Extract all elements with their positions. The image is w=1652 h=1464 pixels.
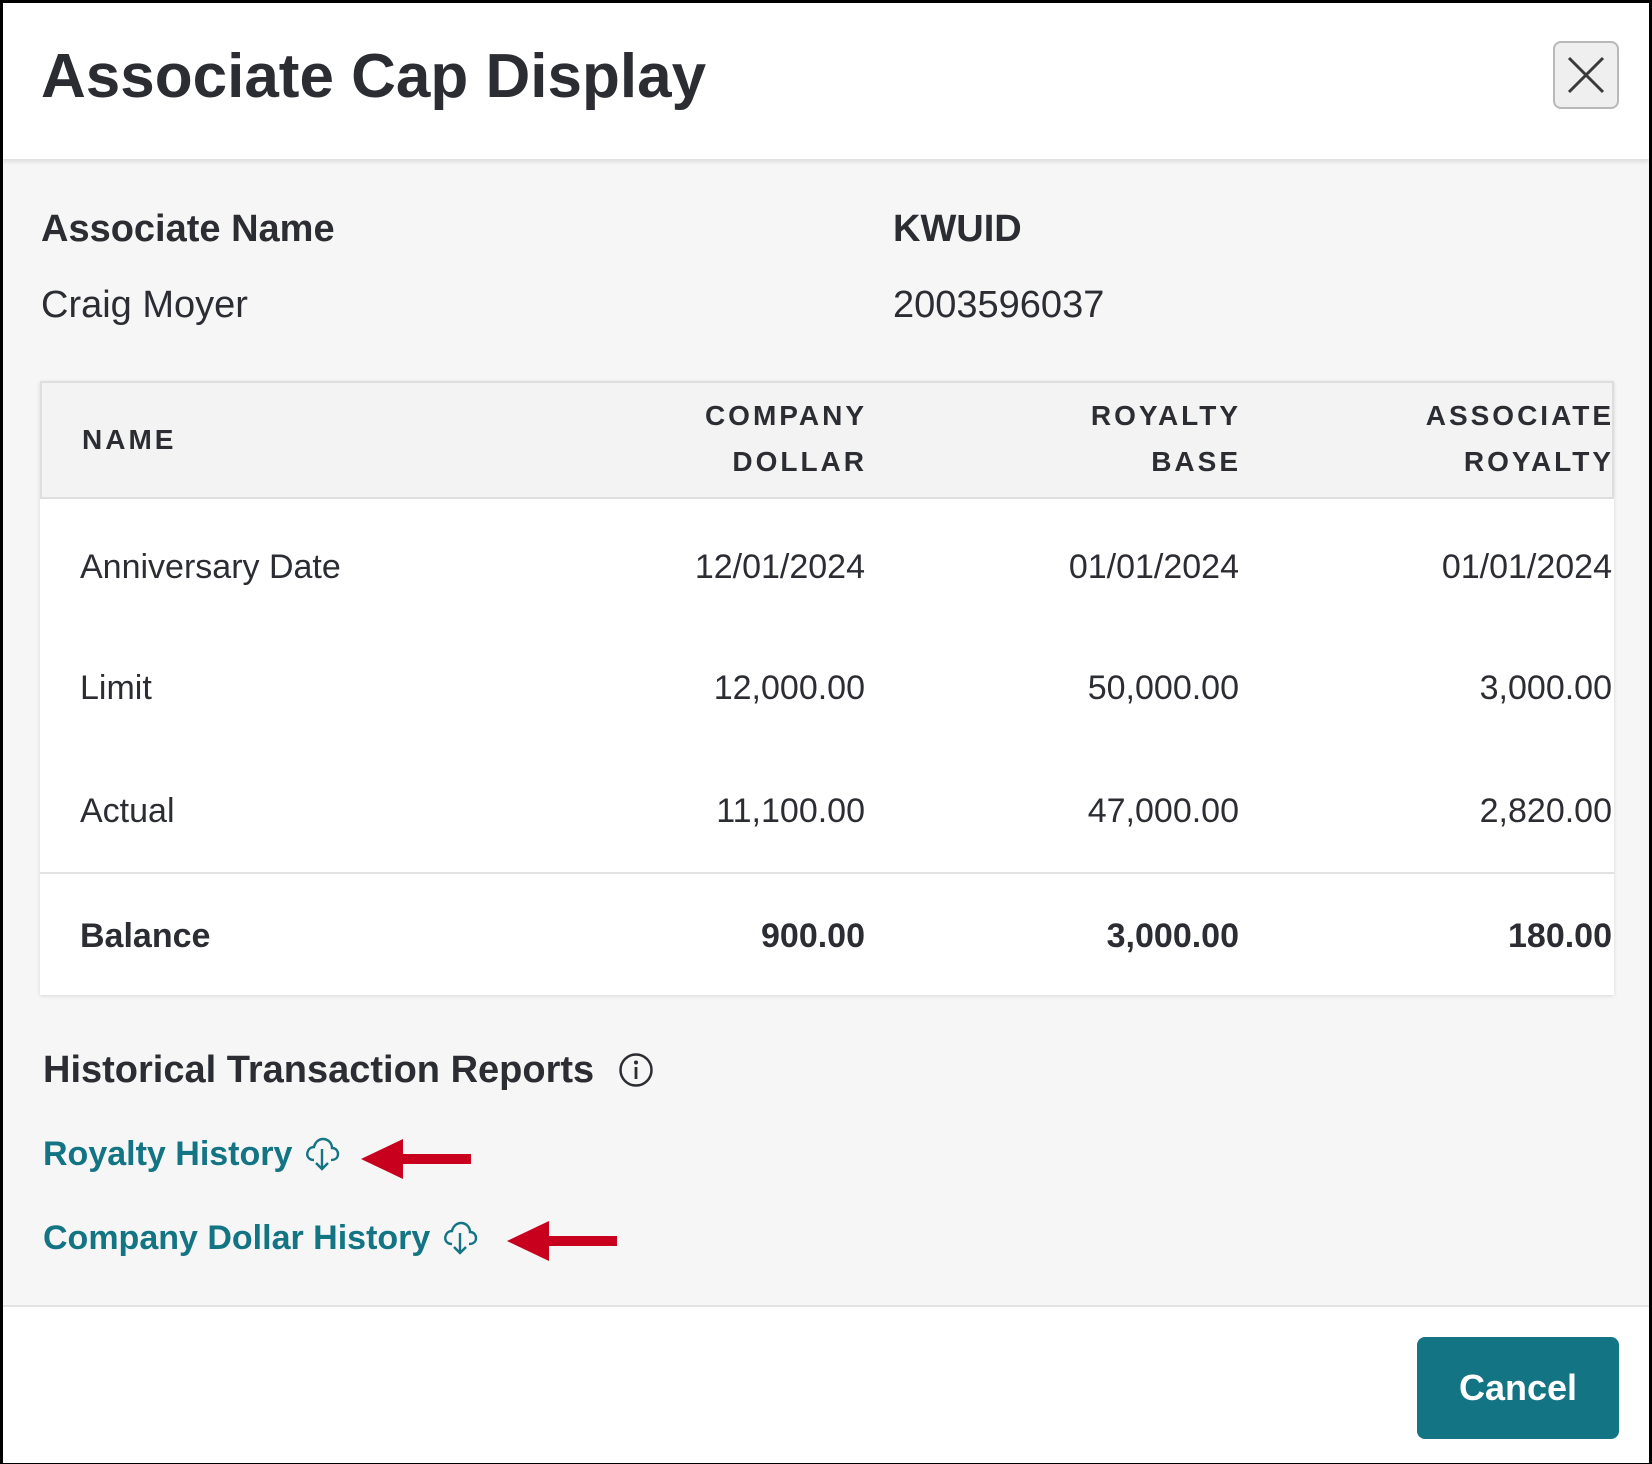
associate-name-label: Associate Name (41, 208, 335, 250)
cap-table: NAME COMPANY DOLLAR ROYALTY BASE ASSOCIA… (40, 381, 1614, 995)
cloud-download-icon (306, 1137, 340, 1171)
balance-company-dollar: 900.00 (761, 917, 865, 955)
cloud-download-icon (444, 1221, 478, 1255)
dialog-title: Associate Cap Display (41, 42, 707, 111)
close-icon (1567, 56, 1605, 94)
dialog-footer: Cancel (3, 1305, 1649, 1463)
table-cell: 47,000.00 (1087, 792, 1239, 830)
header-associate-royalty: ASSOCIATE ROYALTY (1425, 400, 1614, 477)
header-company-dollar: COMPANY DOLLAR (704, 400, 867, 477)
table-divider (40, 872, 1614, 874)
cancel-button[interactable]: Cancel (1417, 1337, 1619, 1439)
table-cell: 01/01/2024 (1068, 548, 1239, 586)
table-row-name: Actual (80, 792, 175, 830)
associate-name-value: Craig Moyer (41, 284, 248, 326)
table-header: NAME COMPANY DOLLAR ROYALTY BASE ASSOCIA… (40, 381, 1614, 499)
table-cell: 12/01/2024 (694, 548, 865, 586)
close-button[interactable] (1553, 41, 1619, 109)
table-cell: 11,100.00 (716, 792, 865, 830)
kwuid-label: KWUID (893, 208, 1022, 250)
table-cell: 50,000.00 (1087, 669, 1239, 707)
table-cell: 01/01/2024 (1441, 548, 1612, 586)
kwuid-value: 2003596037 (893, 284, 1105, 326)
header-royalty-base: ROYALTY BASE (1090, 400, 1241, 477)
annotation-arrow (361, 1139, 471, 1179)
table-row-name: Anniversary Date (80, 548, 341, 586)
annotation-arrow (507, 1221, 617, 1261)
balance-royalty-base: 3,000.00 (1106, 917, 1239, 955)
info-icon[interactable] (618, 1052, 654, 1088)
balance-label: Balance (80, 917, 211, 955)
header-name: NAME (82, 424, 177, 455)
table-cell: 2,820.00 (1479, 792, 1612, 830)
dialog-header: Associate Cap Display (3, 3, 1649, 159)
balance-associate-royalty: 180.00 (1508, 917, 1612, 955)
table-cell: 3,000.00 (1479, 669, 1612, 707)
table-cell: 12,000.00 (713, 669, 865, 707)
company-dollar-history-link[interactable]: Company Dollar History (43, 1217, 478, 1259)
royalty-history-link[interactable]: Royalty History (43, 1133, 340, 1175)
table-row-name: Limit (80, 669, 152, 707)
historical-reports-title: Historical Transaction Reports (43, 1047, 654, 1093)
